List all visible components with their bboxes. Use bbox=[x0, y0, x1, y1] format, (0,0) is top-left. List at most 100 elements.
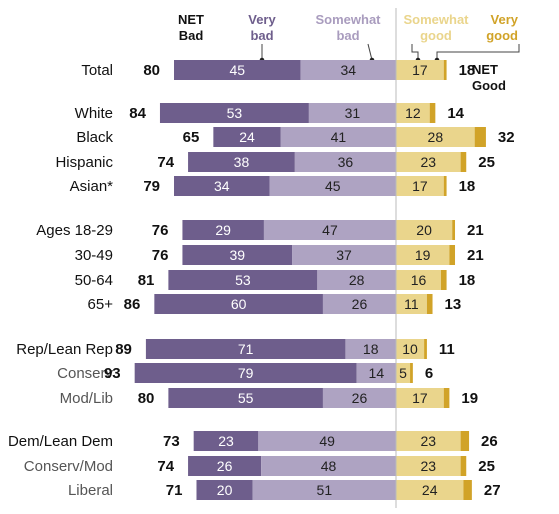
bar-somewhat-good-dem-lean-dem bbox=[396, 431, 461, 451]
value-somewhat-good-conserv-mod: 23 bbox=[421, 458, 437, 474]
net-good-conserv: 6 bbox=[425, 365, 433, 382]
value-somewhat-bad-mod-lib: 26 bbox=[352, 390, 368, 406]
bar-somewhat-bad-white bbox=[308, 103, 396, 123]
value-very-bad-total: 45 bbox=[229, 62, 245, 78]
bar-very-bad-mod-lib bbox=[168, 388, 323, 408]
value-very-bad-mod-lib: 55 bbox=[238, 390, 254, 406]
header-somewhat-good-leader-line bbox=[411, 44, 419, 60]
net-bad-black: 65 bbox=[183, 129, 200, 146]
value-somewhat-bad-30-49: 37 bbox=[336, 247, 352, 263]
value-somewhat-good-liberal: 24 bbox=[422, 482, 438, 498]
bar-very-good-50-64 bbox=[440, 270, 447, 290]
value-very-bad-black: 24 bbox=[239, 129, 255, 145]
header-very-bad: Very bad bbox=[248, 12, 276, 43]
value-somewhat-bad-asian: 45 bbox=[325, 178, 341, 194]
bar-very-bad-65 bbox=[154, 294, 323, 314]
row-label-black: Black bbox=[76, 129, 113, 146]
value-very-bad-50-64: 53 bbox=[235, 272, 251, 288]
bar-somewhat-bad-liberal bbox=[252, 480, 396, 500]
column-headers: NET Bad Very bad Somewhat bad Somewhat good Very… bbox=[178, 12, 520, 93]
value-somewhat-bad-dem-lean-dem: 49 bbox=[319, 433, 335, 449]
bar-somewhat-bad-mod-lib bbox=[322, 388, 396, 408]
value-somewhat-good-asian: 17 bbox=[412, 178, 428, 194]
value-somewhat-good-conserv: 5 bbox=[399, 365, 407, 381]
bar-very-bad-hispanic bbox=[188, 152, 295, 172]
bar-somewhat-good-50-64 bbox=[396, 270, 441, 290]
net-good-liberal: 27 bbox=[484, 482, 501, 499]
row-label-mod-lib: Mod/Lib bbox=[60, 390, 113, 407]
bar-very-good-rep-lean-rep bbox=[424, 339, 427, 359]
value-somewhat-bad-50-64: 28 bbox=[349, 272, 365, 288]
bar-somewhat-good-rep-lean-rep bbox=[396, 339, 425, 359]
value-somewhat-bad-liberal: 51 bbox=[317, 482, 333, 498]
net-bad-conserv: 93 bbox=[104, 365, 121, 382]
value-somewhat-good-white: 12 bbox=[405, 105, 421, 121]
value-somewhat-good-30-49: 19 bbox=[415, 247, 431, 263]
bar-very-good-liberal bbox=[463, 480, 472, 500]
value-somewhat-good-ages-18-29: 20 bbox=[416, 222, 432, 238]
net-good-asian: 18 bbox=[459, 178, 476, 195]
net-bad-30-49: 76 bbox=[152, 247, 169, 264]
net-bad-ages-18-29: 76 bbox=[152, 222, 169, 239]
bar-somewhat-bad-asian bbox=[269, 176, 396, 196]
net-bad-asian: 79 bbox=[143, 178, 160, 195]
bar-somewhat-bad-hispanic bbox=[294, 152, 396, 172]
bar-somewhat-bad-30-49 bbox=[292, 245, 396, 265]
value-very-bad-white: 53 bbox=[227, 105, 243, 121]
bar-somewhat-bad-conserv bbox=[356, 363, 396, 383]
net-bad-50-64: 81 bbox=[138, 272, 155, 289]
bar-very-bad-conserv bbox=[134, 363, 357, 383]
value-very-bad-conserv-mod: 26 bbox=[217, 458, 233, 474]
bar-somewhat-good-30-49 bbox=[396, 245, 450, 265]
bar-very-good-asian bbox=[443, 176, 447, 196]
row-label-hispanic: Hispanic bbox=[55, 154, 113, 171]
bar-somewhat-good-black bbox=[396, 127, 475, 147]
value-somewhat-good-total: 17 bbox=[412, 62, 428, 78]
bar-very-bad-white bbox=[159, 103, 309, 123]
net-good-mod-lib: 19 bbox=[461, 390, 478, 407]
net-good-50-64: 18 bbox=[459, 272, 476, 289]
row-label-total: Total bbox=[81, 62, 113, 79]
net-bad-65: 86 bbox=[124, 296, 141, 313]
bar-very-bad-30-49 bbox=[182, 245, 293, 265]
value-very-bad-dem-lean-dem: 23 bbox=[218, 433, 234, 449]
value-very-bad-30-49: 39 bbox=[229, 247, 245, 263]
net-good-conserv-mod: 25 bbox=[478, 458, 495, 475]
value-somewhat-bad-hispanic: 36 bbox=[338, 154, 354, 170]
bar-very-good-white bbox=[429, 103, 436, 123]
bar-somewhat-bad-conserv-mod bbox=[261, 456, 396, 476]
bar-somewhat-bad-65 bbox=[322, 294, 396, 314]
bar-very-good-65 bbox=[426, 294, 433, 314]
bar-somewhat-good-liberal bbox=[396, 480, 464, 500]
header-very-good: Very good bbox=[486, 12, 519, 43]
bar-very-bad-dem-lean-dem bbox=[193, 431, 259, 451]
value-somewhat-good-black: 28 bbox=[428, 129, 444, 145]
header-somewhat-good: Somewhat good bbox=[403, 12, 469, 43]
bar-very-bad-50-64 bbox=[168, 270, 318, 290]
bar-very-good-conserv bbox=[410, 363, 413, 383]
bar-somewhat-good-total bbox=[396, 60, 444, 80]
value-somewhat-good-mod-lib: 17 bbox=[412, 390, 428, 406]
net-bad-dem-lean-dem: 73 bbox=[163, 433, 180, 450]
value-very-bad-liberal: 20 bbox=[217, 482, 233, 498]
bar-somewhat-bad-ages-18-29 bbox=[263, 220, 396, 240]
net-good-30-49: 21 bbox=[467, 247, 484, 264]
value-somewhat-bad-total: 34 bbox=[340, 62, 356, 78]
net-good-65: 13 bbox=[445, 296, 462, 313]
net-bad-conserv-mod: 74 bbox=[157, 458, 174, 475]
bar-somewhat-bad-black bbox=[280, 127, 396, 147]
bar-very-bad-conserv-mod bbox=[188, 456, 262, 476]
value-somewhat-good-50-64: 16 bbox=[411, 272, 427, 288]
value-somewhat-bad-conserv: 14 bbox=[369, 365, 385, 381]
bar-very-bad-ages-18-29 bbox=[182, 220, 264, 240]
bar-very-bad-black bbox=[213, 127, 281, 147]
header-very-good-leader-line bbox=[436, 44, 520, 60]
bar-somewhat-bad-rep-lean-rep bbox=[345, 339, 396, 359]
value-somewhat-bad-rep-lean-rep: 18 bbox=[363, 341, 379, 357]
bar-very-bad-liberal bbox=[196, 480, 253, 500]
header-somewhat-bad: Somewhat bad bbox=[315, 12, 381, 43]
value-very-bad-65: 60 bbox=[231, 296, 247, 312]
value-somewhat-good-rep-lean-rep: 10 bbox=[402, 341, 418, 357]
net-good-dem-lean-dem: 26 bbox=[481, 433, 498, 450]
row-label-rep-lean-rep: Rep/Lean Rep bbox=[16, 341, 113, 358]
